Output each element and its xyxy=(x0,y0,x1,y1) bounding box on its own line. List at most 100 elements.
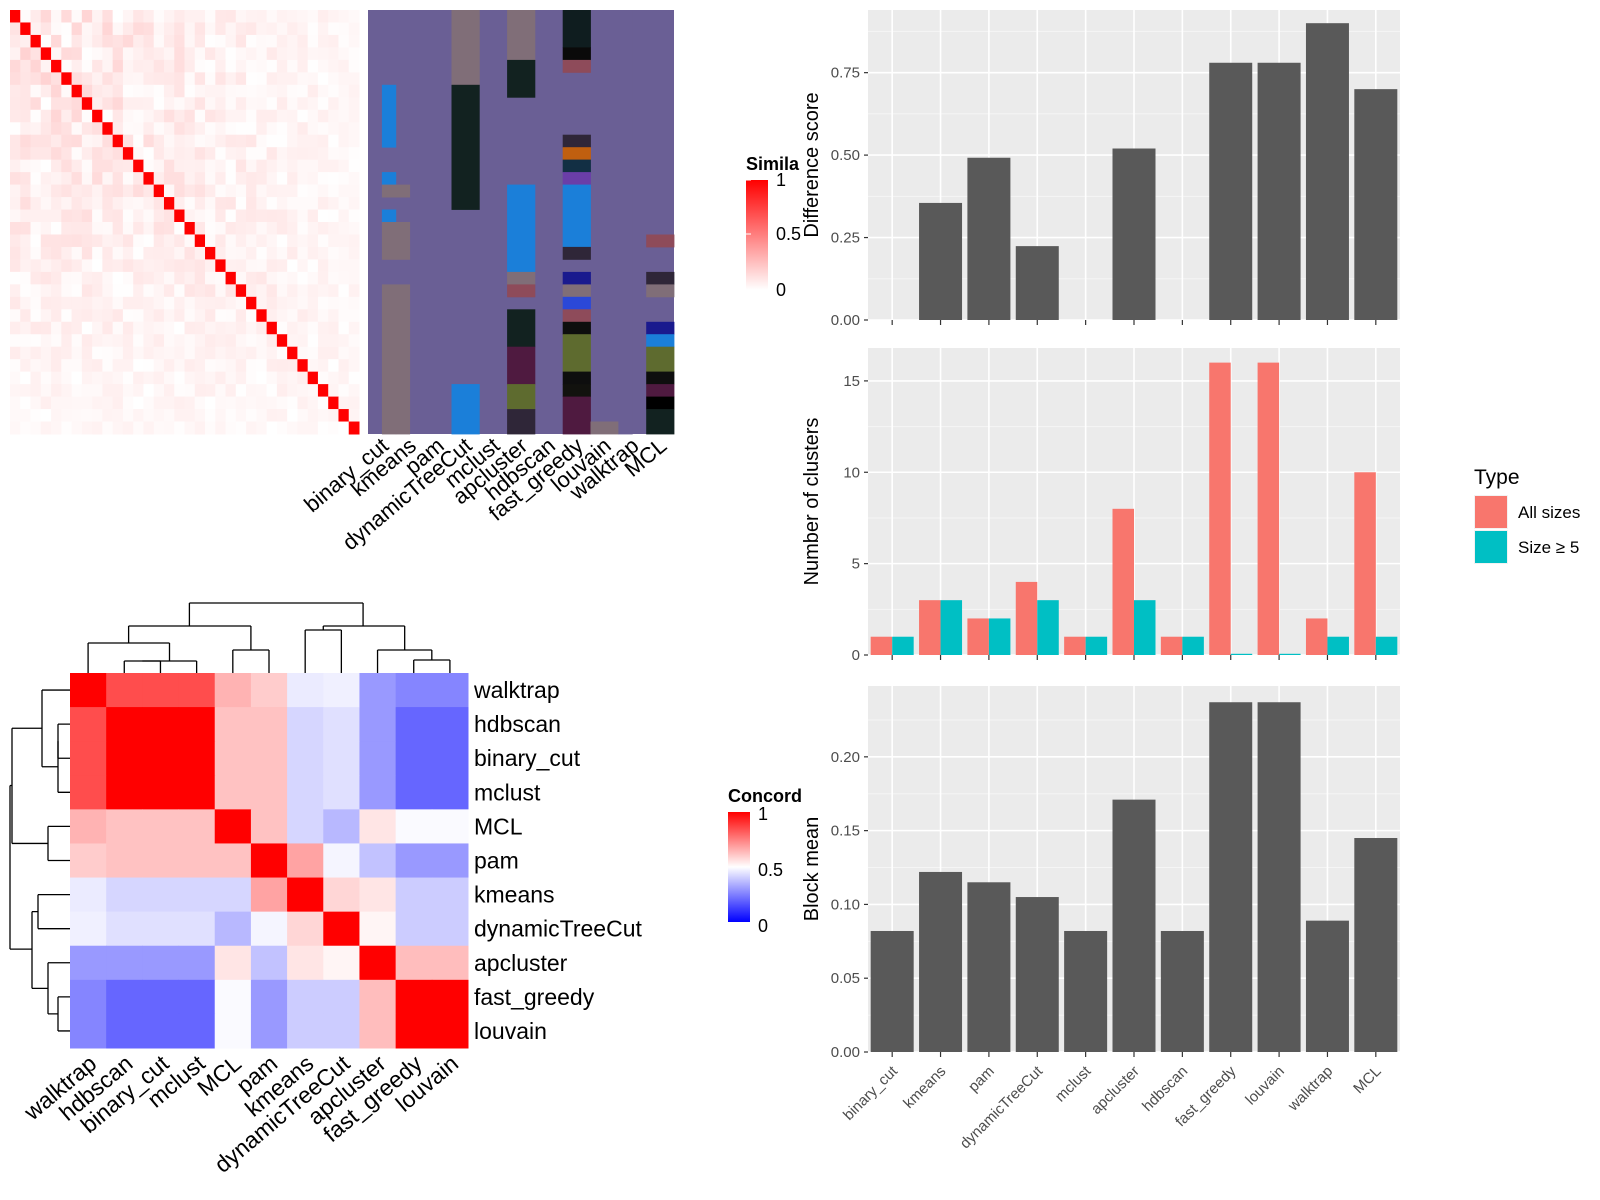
left-dendrogram-branch xyxy=(57,741,70,793)
concordance-cell xyxy=(106,945,143,981)
similarity-cell xyxy=(153,284,165,298)
similarity-cell xyxy=(30,10,42,23)
assignment-block xyxy=(646,271,675,285)
concordance-cell xyxy=(323,979,360,1015)
block-mean-bar xyxy=(1209,702,1253,1052)
similarity-cell xyxy=(225,309,237,323)
concordance-cell xyxy=(106,673,143,708)
similarity-cell xyxy=(102,334,114,348)
similarity-cell xyxy=(235,309,247,323)
similarity-cell xyxy=(307,321,319,335)
concordance-row-label: mclust xyxy=(474,779,541,805)
block-mean-bar xyxy=(919,871,963,1052)
similarity-cell xyxy=(143,109,155,123)
similarity-cell xyxy=(92,271,103,285)
top-dendrogram-branch xyxy=(188,602,364,626)
similarity-cell xyxy=(40,309,52,323)
similarity-cell xyxy=(235,334,247,348)
concordance-cell xyxy=(359,1013,397,1049)
similarity-cell xyxy=(256,122,268,136)
similarity-cell xyxy=(174,122,185,136)
similarity-cell xyxy=(266,59,278,73)
concordance-cell xyxy=(395,809,433,844)
similarity-cell xyxy=(184,172,196,186)
similarity-cell xyxy=(266,321,278,335)
similarity-cell xyxy=(348,172,360,186)
similarity-cell xyxy=(287,346,298,360)
similarity-cell xyxy=(348,234,360,248)
similarity-cell xyxy=(163,409,175,423)
similarity-cell xyxy=(40,22,52,36)
similarity-cell xyxy=(10,22,21,36)
similarity-cell xyxy=(205,34,216,48)
similarity-cell xyxy=(102,284,114,298)
similarity-cell xyxy=(307,159,319,173)
similarity-cell xyxy=(143,396,155,410)
similarity-cell xyxy=(338,159,350,173)
similarity-cell xyxy=(81,147,93,161)
similarity-cell xyxy=(194,346,206,360)
similarity-cell xyxy=(81,222,93,235)
similarity-cell xyxy=(348,271,360,285)
concordance-cell xyxy=(178,673,216,708)
similarity-cell xyxy=(10,134,21,148)
similarity-cell xyxy=(235,396,247,410)
similarity-cell xyxy=(338,134,350,148)
similarity-cell xyxy=(174,409,185,423)
similarity-cell xyxy=(276,209,288,223)
assignment-block xyxy=(451,384,480,435)
concordance-cell xyxy=(106,843,143,879)
similarity-cell xyxy=(61,334,73,348)
similarity-cell xyxy=(30,234,42,248)
similarity-cell xyxy=(174,396,185,410)
similarity-cell xyxy=(266,396,278,410)
similarity-cell xyxy=(328,409,339,423)
similarity-cell xyxy=(266,234,278,248)
similarity-cell xyxy=(71,371,83,385)
similarity-cell xyxy=(81,84,93,98)
similarity-cell xyxy=(40,147,52,161)
similarity-cell xyxy=(205,134,216,148)
similarity-cell xyxy=(256,396,268,410)
similarity-cell xyxy=(205,334,216,348)
x-axis-category-label: mclust xyxy=(1052,1062,1095,1105)
concordance-cell xyxy=(359,741,397,776)
similarity-cell xyxy=(133,197,144,211)
concordance-cell xyxy=(359,877,397,913)
similarity-cell xyxy=(30,371,42,385)
similarity-cell xyxy=(317,421,329,435)
similarity-cell xyxy=(225,334,237,348)
similarity-cell xyxy=(51,409,62,423)
similarity-cell xyxy=(163,147,175,161)
similarity-cell xyxy=(194,384,206,398)
similarity-cell xyxy=(143,271,155,285)
similarity-cell xyxy=(256,184,268,198)
y-tick-label: 0.00 xyxy=(831,312,860,329)
similarity-cell xyxy=(317,172,329,186)
similarity-cell xyxy=(348,34,360,48)
similarity-cell xyxy=(30,284,42,298)
similarity-cell xyxy=(92,209,103,223)
similarity-cell xyxy=(112,184,124,198)
similarity-cell xyxy=(307,296,319,310)
similarity-cell xyxy=(266,222,278,235)
concordance-cell xyxy=(250,979,288,1015)
similarity-cell xyxy=(133,334,144,348)
similarity-cell xyxy=(338,371,350,385)
concordance-cell xyxy=(70,673,107,708)
similarity-cell xyxy=(266,409,278,423)
similarity-cell xyxy=(61,309,73,323)
similarity-cell xyxy=(10,10,21,23)
type-legend: Type All sizes Size ≥ 5 xyxy=(1474,466,1580,564)
similarity-cell xyxy=(287,209,298,223)
similarity-cell xyxy=(61,184,73,198)
difference-score-bar xyxy=(967,157,1011,320)
similarity-cell xyxy=(215,271,227,285)
similarity-cell xyxy=(276,309,288,323)
similarity-cell xyxy=(287,59,298,73)
similarity-cell xyxy=(317,246,329,260)
similarity-cell xyxy=(61,72,73,86)
similarity-cell xyxy=(102,109,114,123)
similarity-cell xyxy=(225,122,237,136)
similarity-cell xyxy=(71,97,83,111)
